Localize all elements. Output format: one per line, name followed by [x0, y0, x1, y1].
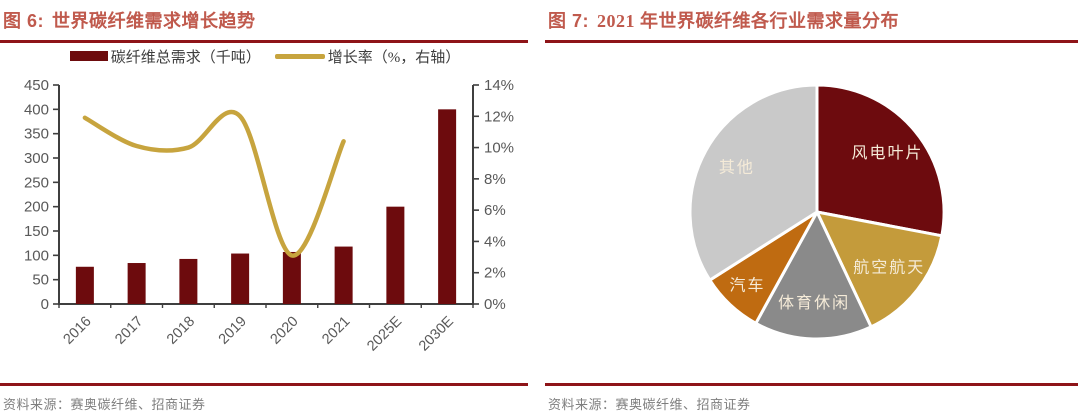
right-axis-tick-label: 0% — [484, 296, 506, 313]
figure6-source-text: 资料来源：赛奥碳纤维、招商证券 — [3, 397, 206, 412]
pie-label-航空航天: 航空航天 — [853, 259, 925, 277]
right-axis-tick-label: 14% — [484, 77, 514, 94]
figure6-title: 图 6: 世界碳纤维需求增长趋势 — [0, 10, 528, 43]
figure7-title-text: 2021 年世界碳纤维各行业需求量分布 — [597, 11, 900, 31]
figure7-source-text: 资料来源：赛奥碳纤维、招商证券 — [548, 397, 751, 412]
bar-2016 — [75, 266, 94, 304]
pie-slice-航空航天 — [815, 210, 944, 329]
bar-2019 — [231, 253, 250, 304]
left-axis-tick-label: 350 — [24, 126, 49, 143]
left-axis-tick-label: 50 — [32, 272, 49, 289]
bar-series-swatch — [69, 51, 108, 61]
x-axis-label-2018: 2018 — [164, 314, 198, 348]
right-axis-tick-label: 2% — [484, 265, 506, 282]
figure6-title-text: 世界碳纤维需求增长趋势 — [52, 11, 256, 31]
figure7-panel: 图 7: 2021 年世界碳纤维各行业需求量分布 风电叶片航空航天 体育休闲 汽车 其他… — [545, 0, 1080, 419]
x-axis-label-2019: 2019 — [216, 314, 250, 348]
x-axis-label-2030E: 2030E — [416, 313, 457, 354]
figure7-title: 图 7: 2021 年世界碳纤维各行业需求量分布 — [545, 10, 1078, 43]
line-series-label: 增长率（%，右轴） — [327, 49, 461, 66]
figure7-title-number: 图 7: — [548, 11, 590, 31]
right-axis-tick-label: 8% — [484, 171, 506, 188]
left-axis-tick-label: 150 — [24, 223, 49, 240]
figure6-legend: 碳纤维总需求（千吨） 增长率（%，右轴） — [0, 46, 530, 66]
figure7-source: 资料来源：赛奥碳纤维、招商证券 — [545, 383, 1078, 413]
legend-item-demand: 碳纤维总需求（千吨） — [69, 46, 261, 67]
bar-series-label: 碳纤维总需求（千吨） — [110, 49, 261, 66]
bar-2021 — [334, 246, 353, 304]
pie-slice-风电叶片 — [815, 83, 946, 238]
pie-slice-体育休闲 — [754, 210, 873, 341]
bar-2020 — [282, 251, 301, 304]
pie-label-风电叶片: 风电叶片 — [851, 144, 923, 162]
left-axis-tick-label: 300 — [24, 150, 49, 167]
pie-label-汽车: 汽车 — [729, 277, 765, 295]
bar-2017 — [127, 263, 146, 304]
left-axis-tick-label: 400 — [24, 101, 49, 118]
bar-2030E — [438, 109, 457, 304]
bar-2018 — [179, 258, 198, 304]
left-axis-tick-label: 200 — [24, 199, 49, 216]
pie-label-体育休闲: 体育休闲 — [778, 294, 850, 312]
figure6-source: 资料来源：赛奥碳纤维、招商证券 — [0, 383, 528, 413]
figure6-bar-line-chart: 0 50 100 150 200 250 300 350 400 450 0% 2% 4% 6% 8% 10%… — [24, 77, 514, 354]
x-axis-label-2025E: 2025E — [364, 313, 405, 354]
right-axis-tick-label: 10% — [484, 140, 514, 157]
left-axis-tick-label: 450 — [24, 77, 49, 94]
line-series-swatch — [274, 53, 325, 59]
x-axis-label-2020: 2020 — [268, 314, 302, 348]
left-axis-tick-label: 250 — [24, 174, 49, 191]
bar-2025E — [386, 206, 405, 304]
x-axis-label-2017: 2017 — [112, 314, 146, 348]
x-axis-label-2016: 2016 — [61, 314, 95, 348]
pie-label-其他: 其他 — [719, 158, 755, 176]
figure6-panel: 图 6: 世界碳纤维需求增长趋势 碳纤维总需求（千吨） 增长率（%，右轴） 0 50… — [0, 0, 530, 419]
pie-slice-其他 — [688, 83, 819, 282]
right-axis-tick-label: 12% — [484, 108, 514, 125]
left-axis-tick-label: 100 — [24, 247, 49, 264]
growth-rate-line — [82, 109, 346, 258]
left-axis-tick-label: 0 — [41, 296, 49, 313]
legend-item-growth: 增长率（%，右轴） — [274, 46, 461, 67]
right-axis-tick-label: 6% — [484, 202, 506, 219]
figure6-title-number: 图 6: — [3, 11, 45, 31]
right-axis-tick-label: 4% — [484, 233, 506, 250]
x-axis-label-2021: 2021 — [319, 314, 353, 348]
